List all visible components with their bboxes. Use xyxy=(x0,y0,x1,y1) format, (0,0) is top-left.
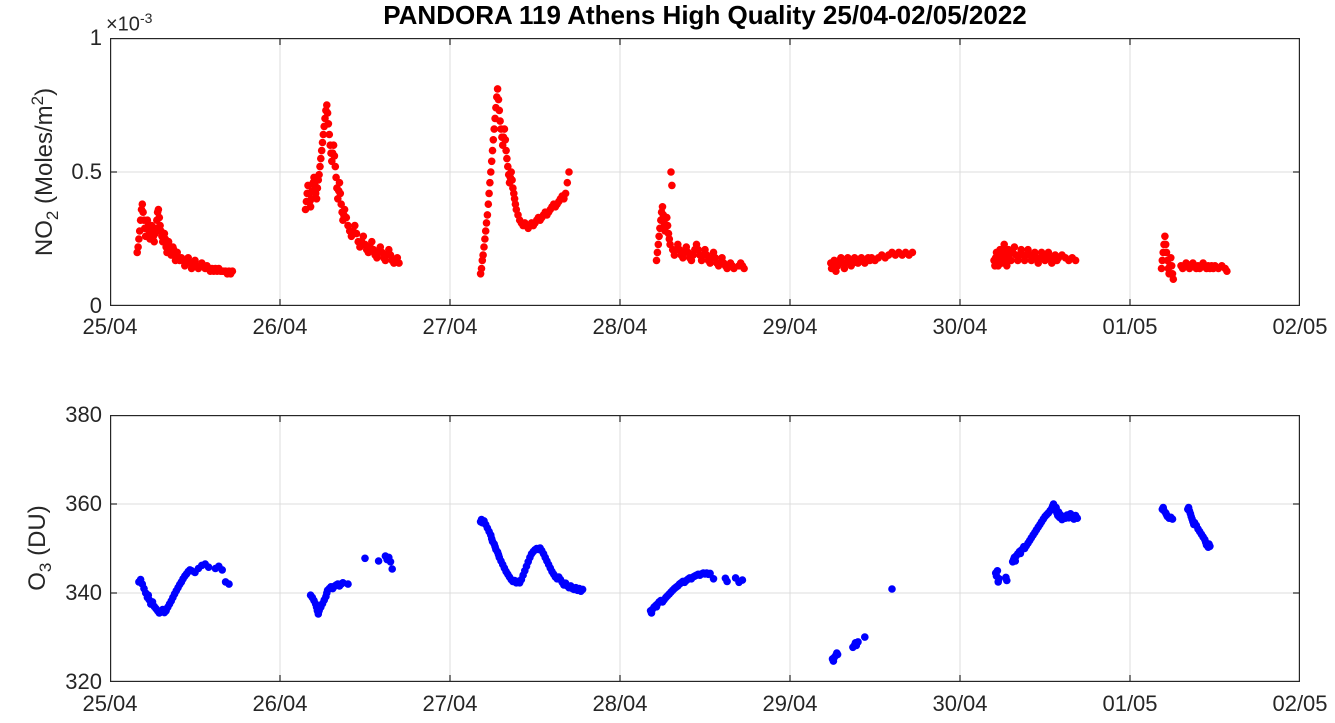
no2-x-tick-label: 28/04 xyxy=(592,314,648,339)
no2-y-tick-label: 0.5 xyxy=(71,159,102,184)
no2-x-tick-label: 30/04 xyxy=(932,314,988,339)
o3-plot-area xyxy=(110,415,1300,682)
o3-y-tick-label: 360 xyxy=(65,491,102,516)
no2-x-tick-label: 27/04 xyxy=(422,314,478,339)
no2-x-tick-label: 02/05 xyxy=(1272,314,1328,339)
no2-x-tick-label: 29/04 xyxy=(762,314,818,339)
o3-x-tick-label: 29/04 xyxy=(762,691,818,716)
no2-y-tick-label: 0 xyxy=(89,293,102,318)
no2-x-tick-label: 25/04 xyxy=(82,314,138,339)
no2-y-tick-label: 1 xyxy=(89,25,102,50)
o3-x-tick-label: 27/04 xyxy=(422,691,478,716)
no2-x-tick-label: 26/04 xyxy=(252,314,308,339)
no2-y-axis-offset-label: ×10-3 xyxy=(106,10,153,36)
o3-y-axis-label: O3 (DU) xyxy=(24,505,55,591)
no2-plot-area xyxy=(110,38,1300,306)
o3-x-tick-label: 30/04 xyxy=(932,691,988,716)
no2-x-tick-label: 01/05 xyxy=(1102,314,1158,339)
o3-x-tick-label: 28/04 xyxy=(592,691,648,716)
o3-x-tick-label: 26/04 xyxy=(252,691,308,716)
o3-y-tick-label: 340 xyxy=(65,580,102,605)
o3-x-tick-label: 02/05 xyxy=(1272,691,1328,716)
figure-title: PANDORA 119 Athens High Quality 25/04-02… xyxy=(383,0,1027,30)
o3-y-tick-label: 320 xyxy=(65,669,102,694)
o3-x-tick-label: 01/05 xyxy=(1102,691,1158,716)
o3-x-tick-label: 25/04 xyxy=(82,691,138,716)
o3-y-tick-label: 380 xyxy=(65,402,102,427)
